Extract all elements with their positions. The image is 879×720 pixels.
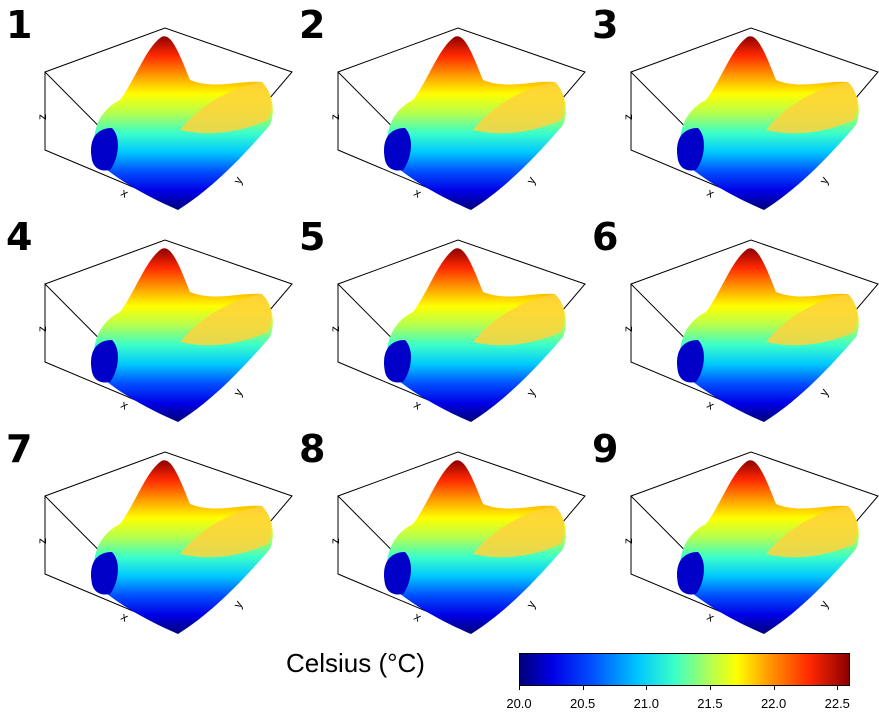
- axis-label-x: x: [412, 609, 424, 624]
- panel-number: 6: [592, 215, 619, 259]
- surface-cold-pocket: [676, 340, 704, 383]
- panel-number: 8: [299, 427, 326, 471]
- axis-label-z: z: [621, 538, 635, 544]
- surface-plot: z x y: [35, 451, 293, 634]
- surface-cold-pocket: [383, 552, 411, 595]
- temperature-surface: [386, 248, 566, 422]
- surface-cold-pocket: [383, 340, 411, 383]
- colorbar-tick-label: 22.5: [824, 696, 850, 711]
- colorbar-tick-label: 21.0: [633, 696, 659, 711]
- colorbar-title: Celsius (°C): [286, 648, 425, 678]
- axis-label-y: y: [523, 386, 538, 398]
- colorbar-tick-mark: [837, 685, 839, 690]
- axis-label-x: x: [705, 609, 717, 624]
- surface-cold-pocket: [90, 552, 118, 595]
- axis-label-z: z: [621, 114, 635, 120]
- surface-panel-6: z x y 6: [586, 218, 879, 430]
- axis-label-y: y: [816, 386, 831, 398]
- axis-label-y: y: [523, 174, 538, 186]
- axis-label-y: y: [523, 598, 538, 610]
- axis-label-z: z: [621, 326, 635, 332]
- surface-panel-9: z x y 9: [586, 430, 879, 642]
- surface-plot: z x y: [621, 27, 879, 210]
- colorbar-tick-mark: [773, 685, 775, 690]
- surface-cold-pocket: [90, 340, 118, 383]
- axis-label-y: y: [816, 174, 831, 186]
- colorbar: [519, 653, 850, 686]
- surface-ridge: [766, 82, 858, 134]
- surface-ridge: [180, 506, 272, 558]
- panel-number: 7: [6, 427, 33, 471]
- surface-cold-pocket: [676, 128, 704, 171]
- temperature-surface: [386, 460, 566, 634]
- axis-label-x: x: [119, 185, 131, 200]
- surface-ridge: [766, 506, 858, 558]
- surface-ridge: [473, 82, 565, 134]
- surface-plot: z x y: [35, 27, 293, 210]
- axis-label-x: x: [705, 185, 717, 200]
- axis-label-z: z: [328, 114, 342, 120]
- colorbar-tick-mark: [519, 685, 520, 690]
- temperature-surface: [679, 36, 859, 210]
- surface-panel-2: z x y 2: [293, 6, 586, 218]
- axis-label-y: y: [816, 598, 831, 610]
- surface-panel-7: z x y 7: [0, 430, 293, 642]
- axis-label-y: y: [230, 174, 245, 186]
- surface-plot: z x y: [621, 239, 879, 422]
- surface-cold-pocket: [676, 552, 704, 595]
- axis-label-x: x: [412, 185, 424, 200]
- temperature-surface: [679, 460, 859, 634]
- axis-label-z: z: [35, 538, 49, 544]
- axis-label-x: x: [119, 609, 131, 624]
- panel-number: 1: [6, 3, 33, 47]
- axis-label-x: x: [705, 397, 717, 412]
- temperature-surface: [386, 36, 566, 210]
- surface-plot: z x y: [35, 239, 293, 422]
- surface-ridge: [766, 294, 858, 346]
- surface-ridge: [180, 82, 272, 134]
- surface-plot: z x y: [328, 27, 586, 210]
- surface-ridge: [473, 294, 565, 346]
- temperature-surface: [679, 248, 859, 422]
- panel-number: 4: [6, 215, 33, 259]
- colorbar-tick-mark: [709, 685, 711, 690]
- axis-label-z: z: [328, 538, 342, 544]
- colorbar-tick-label: 21.5: [697, 696, 723, 711]
- temperature-surface: [93, 460, 273, 634]
- colorbar-tick-label: 20.5: [569, 696, 596, 711]
- surface-cold-pocket: [383, 128, 411, 171]
- surface-cold-pocket: [90, 128, 118, 171]
- temperature-surface: [93, 36, 273, 210]
- panel-number: 2: [299, 3, 326, 47]
- surface-ridge: [473, 506, 565, 558]
- axis-label-z: z: [35, 114, 49, 120]
- surface-plot: z x y: [621, 451, 879, 634]
- panel-number: 9: [592, 427, 619, 471]
- colorbar-tick-label: 22.0: [760, 696, 787, 711]
- colorbar-tick-mark: [582, 685, 584, 690]
- axis-label-x: x: [412, 397, 424, 412]
- panel-number: 5: [299, 215, 326, 259]
- surface-ridge: [180, 294, 272, 346]
- surface-plot: z x y: [328, 451, 586, 634]
- surface-plot: z x y: [328, 239, 586, 422]
- colorbar-tick-label: 20.0: [506, 696, 532, 711]
- axis-label-z: z: [35, 326, 49, 332]
- surface-panel-5: z x y 5: [293, 218, 586, 430]
- axis-label-y: y: [230, 598, 245, 610]
- axis-label-y: y: [230, 386, 245, 398]
- surface-panel-3: z x y 3: [586, 6, 879, 218]
- axis-label-z: z: [328, 326, 342, 332]
- surface-panel-8: z x y 8: [293, 430, 586, 642]
- surface-panel-1: z x y 1: [0, 6, 293, 218]
- temperature-surface: [93, 248, 273, 422]
- surface-panel-4: z x y 4: [0, 218, 293, 430]
- panel-number: 3: [592, 3, 619, 47]
- colorbar-tick-mark: [646, 685, 648, 690]
- axis-label-x: x: [119, 397, 131, 412]
